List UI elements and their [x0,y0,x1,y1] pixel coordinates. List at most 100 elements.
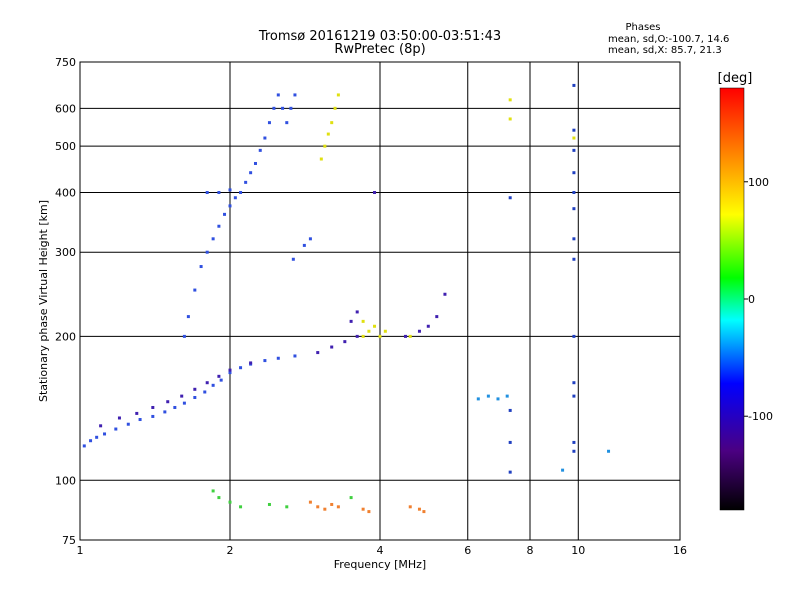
data-point [211,489,215,493]
data-point [355,334,359,338]
data-points [82,83,611,514]
data-point [361,334,365,338]
x-tick-label: 6 [464,544,471,557]
chart-title: Tromsø 20161219 03:50:00-03:51:43 [258,29,501,44]
data-point [239,190,243,194]
data-point [417,329,421,333]
data-point [572,237,576,241]
y-tick-label: 75 [62,534,76,547]
data-point [508,470,512,474]
x-tick-label: 16 [673,544,687,557]
data-point [367,510,371,514]
data-point [508,98,512,102]
y-tick-label: 400 [55,186,76,199]
data-point [289,106,293,110]
data-point [308,500,312,504]
data-point [330,121,334,125]
data-point [233,196,237,200]
data-point [435,315,439,319]
x-tick-label: 1 [77,544,84,557]
data-point [217,374,221,378]
data-point [291,257,295,261]
data-point [211,237,215,241]
data-point [361,507,365,511]
data-point [244,180,248,184]
data-point [166,400,170,404]
data-point [182,401,186,405]
data-point [333,106,337,110]
data-point [302,243,306,247]
colorbar-tick-label: -100 [748,410,773,423]
data-point [572,171,576,175]
data-point [258,148,262,152]
data-point [285,121,289,125]
data-point [82,444,86,448]
data-point [323,144,327,148]
data-point [239,505,243,509]
data-point [373,324,377,328]
data-point [572,334,576,338]
data-point [417,507,421,511]
data-point [508,196,512,200]
y-tick-label: 100 [55,474,76,487]
data-point [223,212,227,216]
data-point [193,288,197,292]
data-point [205,190,209,194]
data-point [151,414,155,418]
data-point [99,424,103,428]
data-point [355,310,359,314]
data-point [193,395,197,399]
y-tick-label: 200 [55,330,76,343]
data-point [217,496,221,500]
data-point [263,359,267,363]
data-point [476,397,480,401]
data-point [349,496,353,500]
data-point [228,368,232,372]
data-point [330,345,334,349]
data-point [308,237,312,241]
data-point [408,505,412,509]
data-point [205,250,209,254]
colorbar [719,87,745,511]
data-point [403,334,407,338]
y-tick-labels: 75 100 200 300 400 500 600 750 [55,56,76,547]
data-point [326,132,330,136]
data-point [343,340,347,344]
legend-title: Phases [625,22,660,33]
data-point [367,329,371,333]
y-axis-label: Stationary phase Virtual Height [km] [37,200,50,402]
data-point [508,408,512,412]
data-point [508,117,512,121]
chart-subtitle: RwPretec (8p) [334,42,425,57]
data-point [572,83,576,87]
data-point [203,390,207,394]
colorbar-label: [deg] [718,71,753,86]
data-point [572,440,576,444]
data-point [293,354,297,358]
data-point [508,440,512,444]
data-point [228,188,232,192]
data-point [211,383,215,387]
data-point [228,371,232,375]
data-point [151,405,155,409]
data-point [276,93,280,97]
data-point [572,148,576,152]
y-tick-label: 500 [55,140,76,153]
data-point [572,207,576,211]
x-tick-label: 10 [571,544,585,557]
data-point [253,161,257,165]
y-tick-label: 300 [55,246,76,259]
data-point [219,378,223,382]
colorbar-ticks: 100 0 -100 [744,176,773,423]
data-point [330,502,334,506]
data-point [336,93,340,97]
data-point [505,394,509,398]
plot-frame [79,61,681,541]
data-point [180,394,184,398]
data-point [135,411,139,415]
data-point [443,292,447,296]
data-point [267,502,271,506]
data-point [193,387,197,391]
data-point [336,505,340,509]
